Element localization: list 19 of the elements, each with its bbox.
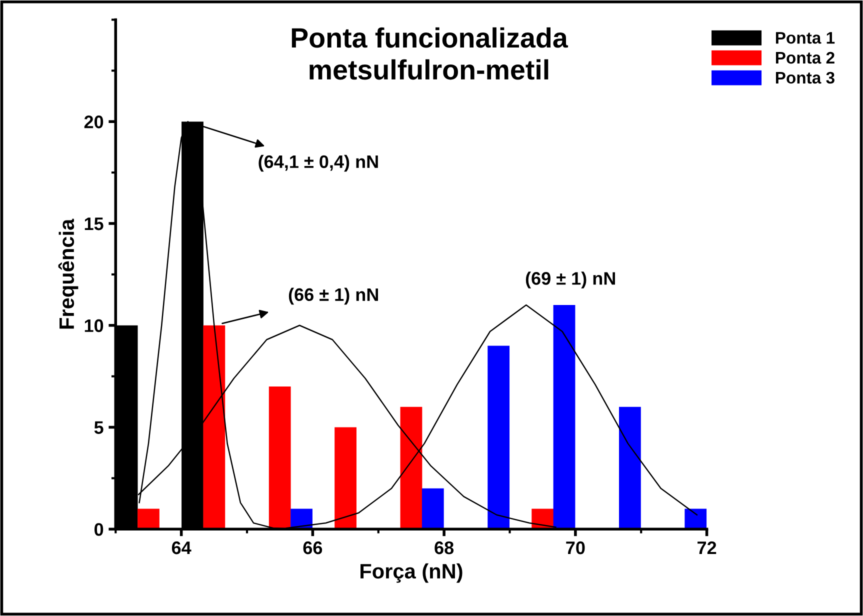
y-tick-label: 0 (94, 523, 104, 536)
annotation: (66 ± 1) nN (288, 288, 378, 305)
legend-label: Ponta 1 (776, 32, 835, 44)
x-axis-title: Força (nN) (360, 563, 462, 583)
x-tick-label: 66 (303, 541, 322, 554)
legend-label: Ponta 2 (776, 52, 834, 64)
annotation: (69 ± 1) nN (526, 272, 615, 288)
x-tick-label: 64 (172, 541, 192, 554)
x-tick-label: 68 (434, 541, 454, 554)
annotation: (64,1 ± 0,4) nN (258, 154, 378, 172)
y-tick-label: 5 (94, 421, 104, 434)
legend-label: Ponta 3 (776, 72, 834, 84)
y-axis-title: Frequência (58, 218, 78, 329)
x-tick-label: 72 (698, 541, 716, 554)
y-tick-label: 20 (84, 116, 104, 128)
y-tick-label: 10 (84, 319, 104, 332)
y-tick-label: 15 (84, 218, 104, 230)
x-tick-label: 70 (566, 541, 585, 554)
text: Ponta funcionalizada metsulfulron-metil (292, 27, 568, 80)
